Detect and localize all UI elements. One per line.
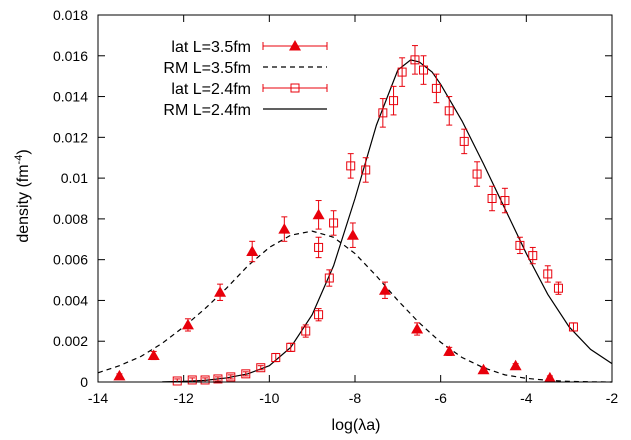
x-tick-label: -4 [520,390,533,406]
x-tick-labels: -14 -12 -10 -8 -6 -4 -2 [88,390,619,406]
data-point-square [410,55,420,65]
y-tick-label: 0.012 [53,129,88,145]
y-axis-title-main: density (fm [15,164,32,242]
legend-marker-square [290,83,300,93]
data-point-square [444,106,454,116]
data-point-square [568,322,578,332]
data-point-triangle [346,229,359,240]
data-point-square [459,136,469,146]
data-point-triangle [312,208,325,220]
legend-label: RM L=2.4fm [163,102,251,119]
data-point-triangle [181,318,194,330]
data-point-square [553,283,563,293]
y-tick-label: 0.014 [53,89,88,105]
data-point-square [213,374,223,384]
legend-label: RM L=3.5fm [163,60,251,77]
plot-frame [97,14,613,383]
y-tick-label: 0.01 [61,170,88,186]
data-point-square [487,194,497,203]
x-tick-label: -10 [259,390,279,406]
data-point-square [361,165,371,175]
data-point-square [397,67,407,77]
data-point-square [389,96,399,106]
data-point-triangle [214,286,227,297]
data-point-square [226,372,236,382]
data-point-triangle [113,369,126,381]
y-axis-title-close: ) [15,149,32,154]
data-point-triangle [443,345,456,356]
data-point-square [378,108,388,118]
data-point-square [431,83,441,93]
x-tick-label: -6 [434,390,447,406]
y-tick-label: 0.016 [53,48,88,64]
series-curve [97,230,613,383]
x-tick-label: -12 [174,390,194,406]
data-point-triangle [147,349,160,360]
data-point-square [500,196,510,206]
data-point-square [543,269,553,279]
data-point-triangle [278,223,291,234]
data-point-square [419,65,429,75]
model-curves [97,59,613,383]
data-point-square [172,376,182,386]
x-tick-label: -14 [88,390,108,406]
data-point-square [256,363,266,373]
y-tick-label: 0 [80,374,88,390]
lattice-points [113,45,578,386]
series-curve [162,59,613,383]
data-point-square [200,375,210,385]
legend-label: lat L=2.4fm [171,81,251,98]
data-point-triangle [509,359,522,371]
data-point-square [286,342,296,352]
data-point-square [346,161,356,171]
legend: lat L=3.5fm RM L=3.5fm lat L=2.4fm RM L=2.4… [163,39,328,119]
data-point-square [271,353,281,363]
data-point-square [187,375,197,385]
data-point-square [301,326,311,336]
data-point-triangle [246,245,259,257]
y-tick-label: 0.018 [53,7,88,23]
data-point-square [528,251,538,261]
data-point-square [314,310,324,320]
y-axis-title-exponent: -4 [13,155,25,165]
data-point-triangle [411,322,424,334]
data-point-square [324,273,334,283]
y-tick-labels: 0 0.002 0.004 0.006 0.008 0.01 0.012 0.014 0.016… [53,7,88,390]
data-point-square [329,218,339,228]
data-point-triangle [378,284,391,295]
legend-marker-triangle [289,40,301,51]
data-point-square [472,169,482,179]
y-axis-title: density (fm-4) [13,149,32,242]
x-tick-label: -2 [606,390,619,406]
x-tick-label: -8 [349,390,362,406]
y-tick-label: 0.006 [53,252,88,268]
data-point-square [241,369,251,379]
x-axis-title: log(λa) [332,417,381,434]
data-point-triangle [477,363,490,375]
y-tick-label: 0.008 [53,211,88,227]
data-point-square [314,242,324,252]
y-tick-label: 0.002 [53,333,88,349]
legend-label: lat L=3.5fm [171,39,251,56]
data-point-triangle [543,371,556,383]
y-tick-label: 0.004 [53,292,88,308]
data-point-square [515,240,525,250]
